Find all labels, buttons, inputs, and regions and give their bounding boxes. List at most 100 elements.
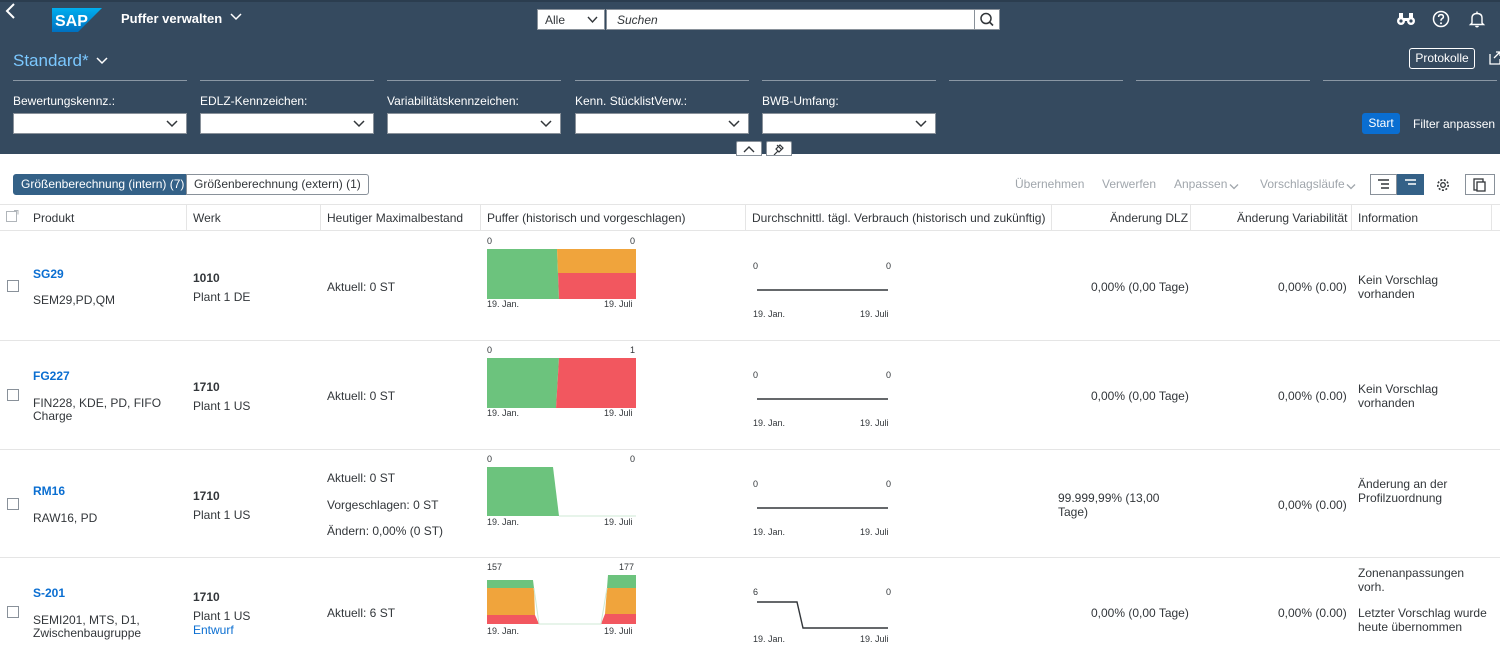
protokolle-button[interactable]: Protokolle — [1409, 48, 1475, 69]
svg-text:SAP: SAP — [55, 13, 88, 30]
chevron-down-icon — [915, 120, 927, 128]
product-description: Charge — [33, 409, 73, 423]
adc-chart[interactable] — [757, 282, 889, 294]
filter-field-scrolled[interactable] — [200, 80, 374, 81]
table-header-row — [0, 204, 1500, 231]
column-header-plant[interactable]: Werk — [193, 211, 221, 225]
adc-chart[interactable] — [757, 500, 889, 512]
column-header-variability-change[interactable]: Änderung Variabilität — [1237, 211, 1348, 225]
column-header-information[interactable]: Information — [1358, 211, 1419, 225]
binoculars-icon[interactable] — [1396, 10, 1415, 28]
chevron-down-icon — [540, 120, 552, 128]
column-header-buffer[interactable]: Puffer (historisch und vorgeschlagen) — [487, 211, 686, 225]
information-text: Zonenanpassungen — [1358, 566, 1465, 580]
row-checkbox[interactable] — [7, 280, 19, 292]
row-checkbox[interactable] — [7, 389, 19, 401]
stock-current: Aktuell: 6 ST — [327, 606, 396, 620]
settings-gear-icon[interactable] — [1435, 177, 1451, 196]
export-button[interactable] — [1465, 174, 1495, 195]
row-checkbox[interactable] — [7, 606, 19, 618]
adc-chart[interactable] — [757, 391, 889, 403]
product-link[interactable]: FG227 — [33, 369, 70, 383]
buffer-date-end: 19. Juli — [604, 626, 633, 636]
search-button[interactable] — [974, 9, 1000, 30]
search-scope-select[interactable]: Alle — [537, 9, 605, 30]
edlz-select[interactable] — [200, 113, 374, 134]
plant-id: 1710 — [193, 380, 220, 394]
filter-field-scrolled[interactable] — [13, 80, 187, 81]
sap-logo[interactable]: SAP — [52, 8, 102, 32]
variability-change-value: 0,00% (0.00) — [1278, 389, 1347, 403]
buffer-chart[interactable] — [487, 249, 636, 299]
filter-field-scrolled[interactable] — [949, 80, 1123, 81]
app-title[interactable]: Puffer verwalten — [121, 11, 223, 26]
collapse-header-button[interactable] — [736, 141, 762, 156]
buffer-chart[interactable] — [487, 358, 636, 408]
search-input[interactable]: Suchen — [606, 9, 975, 30]
stock-current: Aktuell: 0 ST — [327, 471, 396, 485]
filter-field-scrolled[interactable] — [575, 80, 749, 81]
stock-current: Aktuell: 0 ST — [327, 389, 396, 403]
filter-field-scrolled[interactable] — [1323, 80, 1497, 81]
chevron-down-icon[interactable] — [230, 11, 242, 23]
information-text: Änderung an der — [1358, 477, 1448, 491]
filter-field-scrolled[interactable] — [387, 80, 561, 81]
stuecklistverw-select[interactable] — [575, 113, 749, 134]
expand-rows-icon — [1378, 179, 1389, 189]
product-link[interactable]: RM16 — [33, 484, 66, 498]
tab-internal-sizing[interactable]: Größenberechnung (intern) (7) — [13, 174, 193, 195]
adc-left-value: 0 — [753, 479, 759, 489]
table-row[interactable] — [0, 450, 1500, 558]
adc-chart[interactable] — [757, 598, 889, 632]
start-button[interactable]: Start — [1362, 113, 1400, 134]
chevron-down-icon[interactable] — [96, 55, 108, 67]
column-header-dlt-change[interactable]: Änderung DLZ — [1110, 211, 1189, 225]
share-icon[interactable] — [1488, 50, 1500, 66]
column-header-product[interactable]: Produkt — [33, 211, 75, 225]
adc-date-start: 19. Jan. — [753, 527, 786, 537]
adapt-filters-button[interactable]: Filter anpassen — [1413, 117, 1496, 131]
adjust-menu-button[interactable]: Anpassen — [1174, 177, 1228, 191]
filter-field-scrolled[interactable] — [762, 80, 936, 81]
plant-id: 1710 — [193, 489, 220, 503]
table-row[interactable] — [0, 231, 1500, 341]
buffer-right-value: 177 — [619, 562, 635, 572]
tab-external-sizing[interactable]: Größenberechnung (extern) (1) — [186, 174, 369, 195]
back-button[interactable] — [0, 0, 22, 25]
buffer-chart[interactable] — [487, 467, 636, 517]
plant-name: Plant 1 US — [193, 399, 251, 413]
variant-title[interactable]: Standard* — [13, 51, 89, 70]
row-checkbox[interactable] — [7, 498, 19, 510]
proposal-runs-menu-button[interactable]: Vorschlagsläufe — [1260, 177, 1345, 191]
variabilitaet-select[interactable] — [387, 113, 561, 134]
filter-field-scrolled[interactable] — [1136, 80, 1310, 81]
collapse-rows-button[interactable] — [1397, 174, 1424, 195]
adc-date-start: 19. Jan. — [753, 634, 786, 644]
column-header-max-stock[interactable]: Heutiger Maximalbestand — [327, 211, 464, 225]
filter-bar — [0, 38, 1500, 154]
pin-header-button[interactable] — [766, 141, 792, 156]
select-all-icon[interactable] — [6, 210, 19, 226]
dlt-change-value: Tage) — [1058, 505, 1089, 519]
column-header-adc[interactable]: Durchschnittl. tägl. Verbrauch (historis… — [752, 211, 1046, 225]
accept-button[interactable]: Übernehmen — [1015, 177, 1085, 191]
bewertungskennz-select[interactable] — [13, 113, 187, 134]
filter-label-bwb-umfang: BWB-Umfang: — [762, 94, 839, 108]
product-description: FIN228, KDE, PD, FIFO — [33, 396, 162, 410]
collapse-rows-icon — [1405, 179, 1416, 185]
buffer-date-end: 19. Juli — [604, 299, 633, 309]
help-icon[interactable] — [1432, 10, 1450, 28]
plant-id: 1010 — [193, 271, 220, 285]
chevron-up-icon — [743, 146, 755, 153]
expand-rows-button[interactable] — [1370, 174, 1397, 195]
product-link[interactable]: SG29 — [33, 267, 64, 281]
table-row[interactable] — [0, 341, 1500, 450]
notifications-bell-icon[interactable] — [1468, 10, 1486, 28]
plant-status-link[interactable]: Entwurf — [193, 623, 234, 637]
discard-button[interactable]: Verwerfen — [1102, 177, 1157, 191]
chevron-down-icon — [1346, 180, 1356, 194]
buffer-right-value: 0 — [630, 454, 636, 464]
product-link[interactable]: S-201 — [33, 586, 66, 600]
bwb-umfang-select[interactable] — [762, 113, 936, 134]
buffer-chart[interactable] — [487, 575, 636, 625]
